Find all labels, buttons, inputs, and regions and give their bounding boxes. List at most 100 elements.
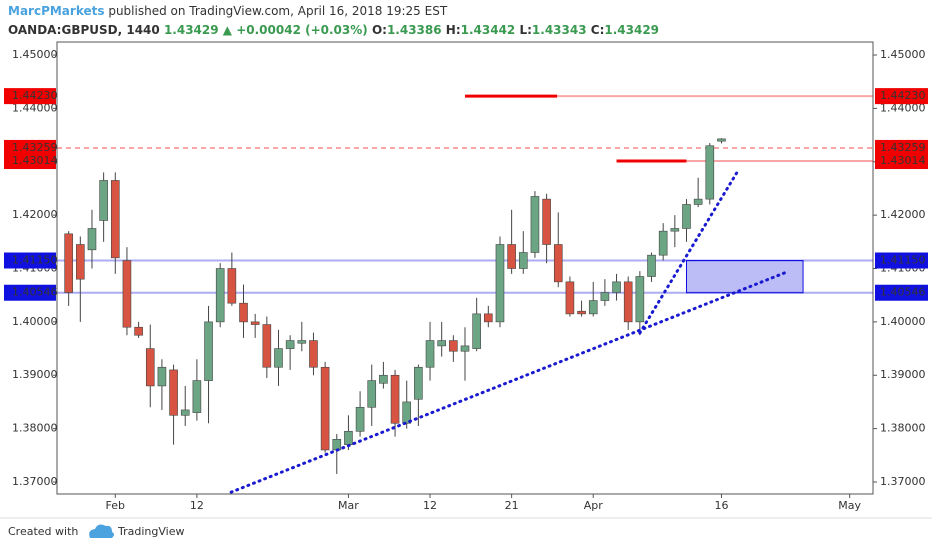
- level-label: 1.43259: [12, 141, 58, 154]
- x-tick-label: 16: [714, 499, 728, 512]
- candle-body: [484, 313, 493, 323]
- level-label-bg: [4, 139, 56, 156]
- y-tick-label: 1.38000: [12, 422, 58, 435]
- x-tick-label: Apr: [584, 499, 604, 512]
- candle-body: [577, 310, 586, 315]
- x-tick-label: 21: [505, 499, 519, 512]
- candle-body: [367, 380, 377, 408]
- level-label-bg: [875, 88, 928, 105]
- author[interactable]: MarcPMarkets: [8, 4, 105, 18]
- footer-brand[interactable]: TradingView: [117, 525, 184, 538]
- candle-body: [612, 281, 621, 293]
- candle-body: [320, 366, 330, 451]
- candle-body: [192, 380, 202, 413]
- l: 1.43343: [532, 23, 587, 37]
- level-label-bg: [875, 284, 928, 301]
- price: 1.43429: [164, 23, 219, 37]
- candle-body: [670, 228, 680, 232]
- candle-body: [76, 244, 85, 280]
- candle-body: [122, 260, 132, 328]
- footer-created: Created with: [8, 525, 78, 538]
- candle-body: [180, 409, 190, 416]
- level-label-bg: [875, 139, 928, 156]
- candle-body: [658, 230, 668, 256]
- l-label: L:: [519, 23, 531, 37]
- candle-body: [414, 366, 423, 400]
- candle-body: [157, 366, 167, 387]
- level-label-bg: [4, 153, 56, 170]
- trendline: [638, 171, 739, 335]
- x-tick-label: Mar: [338, 499, 359, 512]
- candle-body: [355, 406, 365, 432]
- candle-body: [239, 302, 248, 323]
- candle-body: [705, 145, 715, 200]
- candle-body: [110, 180, 120, 259]
- candle-body: [530, 196, 540, 253]
- y-tick-label: 1.40000: [12, 315, 58, 328]
- candle-body: [134, 326, 143, 336]
- candle-body: [553, 244, 563, 283]
- level-label-bg: [875, 153, 928, 170]
- candle-body: [647, 254, 656, 277]
- y-tick-label: 1.42000: [880, 208, 926, 221]
- header-line1: MarcPMarkets published on TradingView.co…: [8, 4, 448, 18]
- candle-body: [169, 369, 178, 416]
- candle-body: [437, 340, 446, 347]
- level-label: 1.43259: [880, 141, 926, 154]
- symbol: OANDA:GBPUSD, 1440: [8, 23, 160, 37]
- y-tick-label: 1.39000: [12, 368, 58, 381]
- y-tick-label: 1.37000: [12, 475, 58, 488]
- level-label-bg: [4, 284, 56, 301]
- candle-body: [390, 374, 400, 424]
- level-label: 1.41150: [880, 254, 926, 267]
- x-tick-label: 12: [190, 499, 204, 512]
- x-tick-label: 12: [423, 499, 437, 512]
- candle-body: [425, 340, 435, 368]
- candle-body: [87, 228, 97, 251]
- candle-body: [227, 268, 237, 304]
- y-tick-label: 1.40000: [880, 315, 926, 328]
- candle-body: [682, 204, 691, 229]
- x-tick-label: May: [838, 499, 861, 512]
- candle-body: [600, 292, 610, 301]
- candle-body: [262, 324, 272, 368]
- c-label: C:: [591, 23, 605, 37]
- o: 1.43386: [387, 23, 442, 37]
- candle-body: [402, 401, 412, 424]
- y-tick-label: 1.37000: [880, 475, 926, 488]
- candle-body: [717, 138, 726, 142]
- header-line2: OANDA:GBPUSD, 1440 1.43429 ▲ +0.00042 (+…: [8, 23, 659, 37]
- level-label: 1.43014: [12, 154, 58, 167]
- y-tick-label: 1.38000: [880, 422, 926, 435]
- y-tick-label: 1.44000: [880, 101, 926, 114]
- c: 1.43429: [604, 23, 659, 37]
- brand-logo: [89, 524, 114, 538]
- candle-body: [379, 374, 388, 384]
- level-label-bg: [4, 252, 56, 269]
- plot-frame: [56, 41, 874, 495]
- y-tick-label: 1.44000: [12, 101, 58, 114]
- h: 1.43442: [461, 23, 516, 37]
- candle-body: [460, 345, 470, 352]
- published: published on TradingView.com, April 16, …: [108, 4, 448, 18]
- h-label: H:: [446, 23, 461, 37]
- candle-body: [449, 340, 458, 352]
- y-tick-label: 1.45000: [880, 48, 926, 61]
- candle-body: [215, 268, 225, 323]
- level-label: 1.40546: [12, 286, 58, 299]
- candle-body: [635, 276, 645, 323]
- candle-body: [274, 348, 283, 368]
- change: ▲ +0.00042 (+0.03%): [223, 23, 368, 37]
- candle-body: [250, 321, 260, 325]
- level-label: 1.43014: [880, 154, 926, 167]
- candle-body: [64, 233, 73, 293]
- candle-body: [565, 281, 575, 315]
- level-label: 1.44230: [12, 89, 58, 102]
- candle-body: [204, 321, 213, 381]
- y-tick-label: 1.42000: [12, 208, 58, 221]
- level-label-bg: [875, 252, 928, 269]
- candle-body: [472, 313, 481, 349]
- candle-body: [588, 300, 598, 315]
- o-label: O:: [372, 23, 387, 37]
